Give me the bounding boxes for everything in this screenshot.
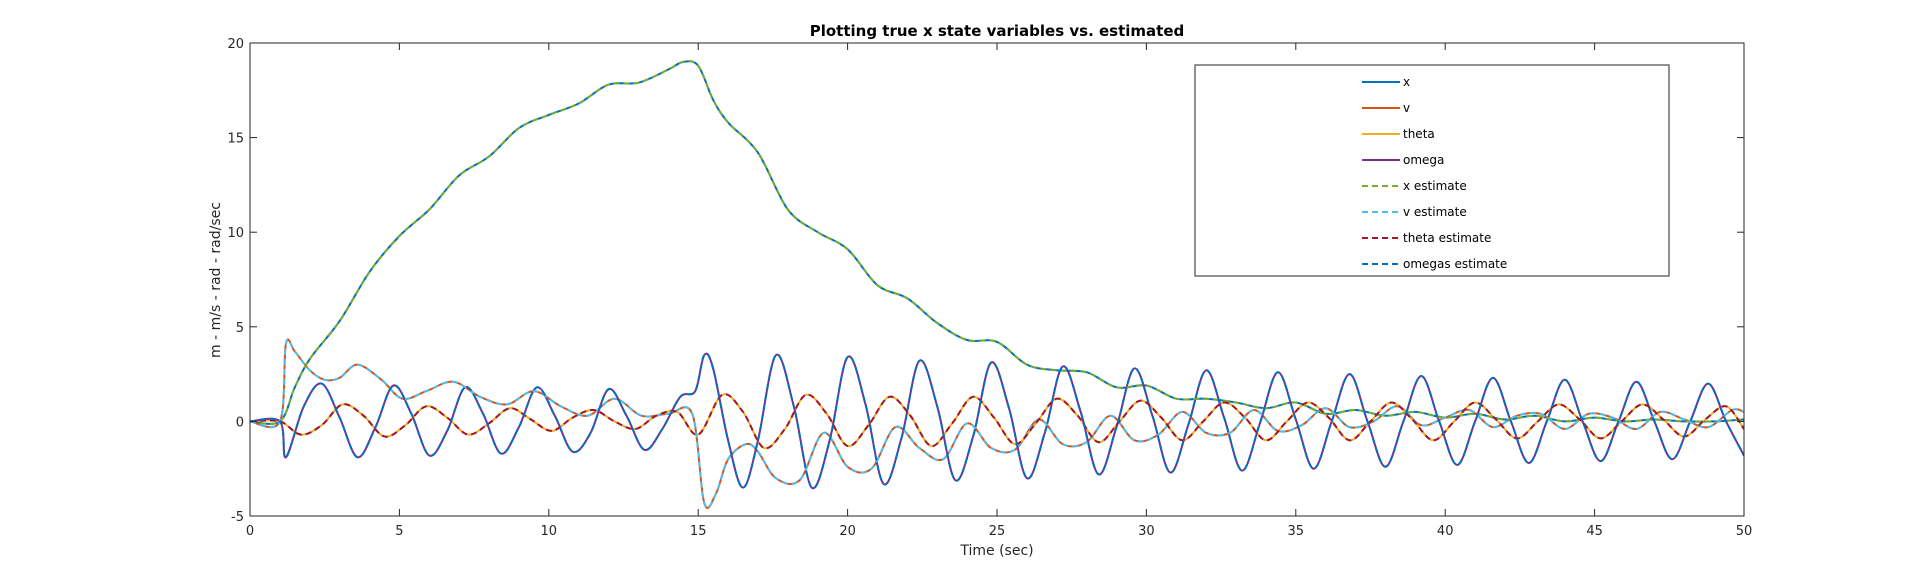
series-line-v-estimate: [250, 338, 1744, 509]
chart-title: Plotting true x state variables vs. esti…: [810, 22, 1185, 40]
x-tick-label: 35: [1288, 524, 1305, 539]
legend: xv theta omega x estimate v estimate theta es…: [1194, 64, 1670, 277]
x-tick-label: 15: [690, 524, 707, 539]
x-tick-label: 5: [395, 524, 403, 539]
x-tick-label: 0: [246, 524, 254, 539]
legend-entry-label: v estimate: [1403, 205, 1467, 219]
x-tick-label: 30: [1138, 524, 1155, 539]
y-axis-label: m - m/s - rad - rad/sec: [208, 202, 224, 358]
legend-entry-label: x: [1403, 75, 1410, 89]
y-tick-label: -5: [231, 510, 244, 525]
x-tick-label: 10: [541, 524, 558, 539]
x-tick-label: 25: [989, 524, 1006, 539]
series-line-x-estimate: [250, 60, 1744, 425]
legend-box: [1194, 64, 1670, 277]
y-tick-label: 10: [227, 226, 244, 241]
series-line-theta-estimate: [250, 393, 1744, 450]
x-tick-label: 20: [839, 524, 856, 539]
legend-entry-label: theta: [1403, 127, 1435, 141]
x-axis-label: Time (sec): [959, 543, 1033, 559]
y-tick-label: 20: [227, 37, 244, 52]
legend-entry-label: theta estimate: [1403, 231, 1491, 245]
x-tick-label: 45: [1586, 524, 1603, 539]
y-tick-label: 5: [236, 321, 244, 336]
legend-entry-label: omegas estimate: [1403, 257, 1507, 271]
x-tick-label: 40: [1437, 524, 1454, 539]
legend-entry-label: omega: [1403, 153, 1444, 167]
y-tick-label: 0: [236, 415, 244, 430]
y-tick-label: 15: [227, 132, 244, 147]
legend-entry-label: x estimate: [1403, 179, 1467, 193]
series-line-omegas-estimate: [250, 352, 1744, 490]
legend-entry-label: v: [1403, 101, 1410, 115]
x-tick-label: 50: [1736, 524, 1753, 539]
